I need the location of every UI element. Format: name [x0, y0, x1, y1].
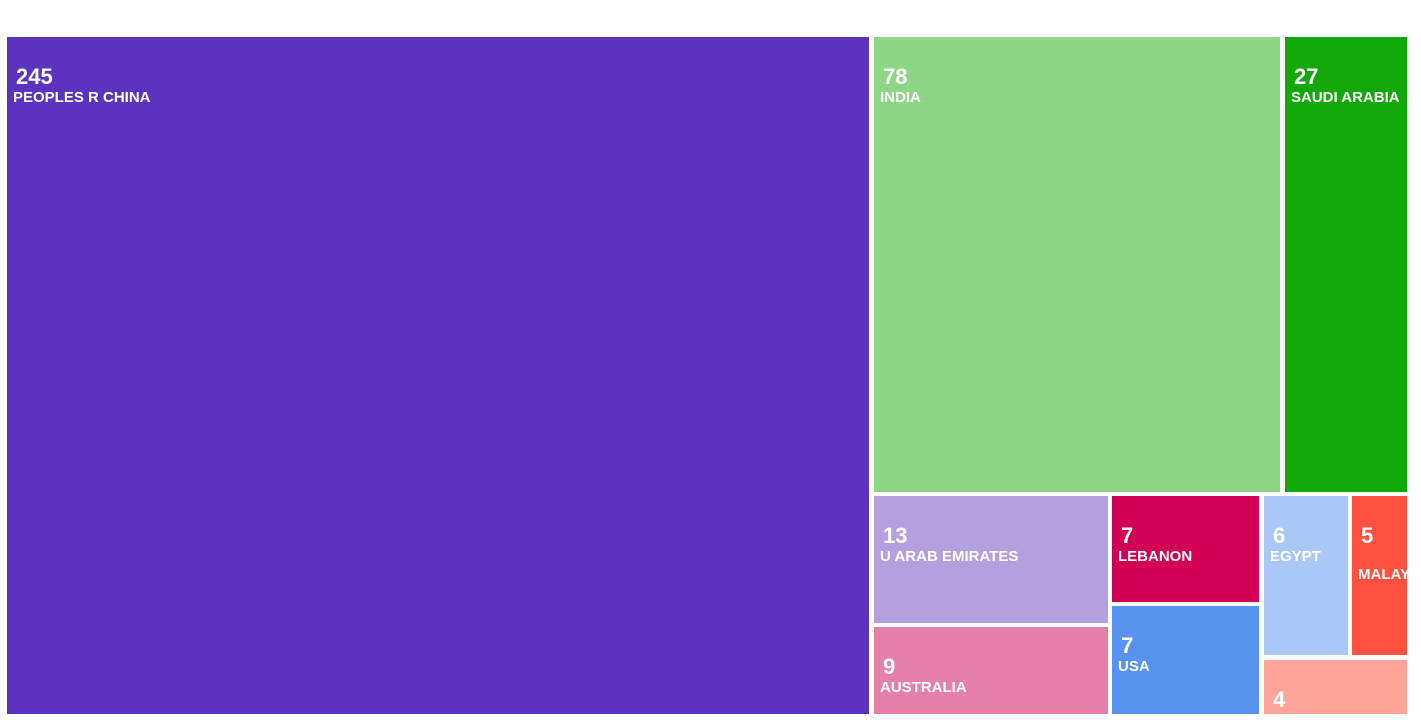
tile-value: 9: [883, 654, 895, 679]
treemap-tile: [1264, 496, 1348, 655]
tile-name: USA: [1118, 658, 1150, 675]
tile-value: 13: [883, 523, 907, 548]
tile-name: MALAYSIA: [1358, 566, 1421, 583]
tile-name: PEOPLES R CHINA: [13, 89, 151, 106]
tile-labels: 5 MALAYSIA: [1358, 523, 1421, 583]
tile-name: SAUDI ARABIA: [1291, 89, 1400, 106]
treemap-tile: [7, 37, 869, 714]
tile-value: 27: [1294, 64, 1318, 89]
tile-name: LEBANON: [1118, 548, 1192, 565]
treemap-tile: [1112, 606, 1259, 714]
treemap-tile: [1285, 37, 1407, 492]
tile-value: 7: [1121, 633, 1133, 658]
tile-name: INDIA: [880, 89, 921, 106]
tile-value: 4: [1273, 687, 1286, 712]
tile-value: 245: [16, 64, 53, 89]
tile-name: BANGLADESH: [1270, 712, 1376, 723]
treemap-tile: [1264, 660, 1407, 714]
tile-value: 7: [1121, 523, 1133, 548]
tile-value: 5: [1361, 523, 1373, 548]
tile-name: AUSTRALIA: [880, 679, 967, 696]
tile-value: 78: [883, 64, 907, 89]
tile-name: EGYPT: [1270, 548, 1321, 565]
tile-value: 6: [1273, 523, 1285, 548]
treemap-tile: [874, 627, 1108, 714]
treemap-tile: [1112, 496, 1259, 602]
treemap-tile: [874, 37, 1280, 492]
treemap-tile: [874, 496, 1108, 623]
treemap-tile: [1352, 496, 1407, 655]
tile-name: U ARAB EMIRATES: [880, 548, 1018, 565]
tile-labels: 13U ARAB EMIRATES: [880, 523, 1018, 565]
